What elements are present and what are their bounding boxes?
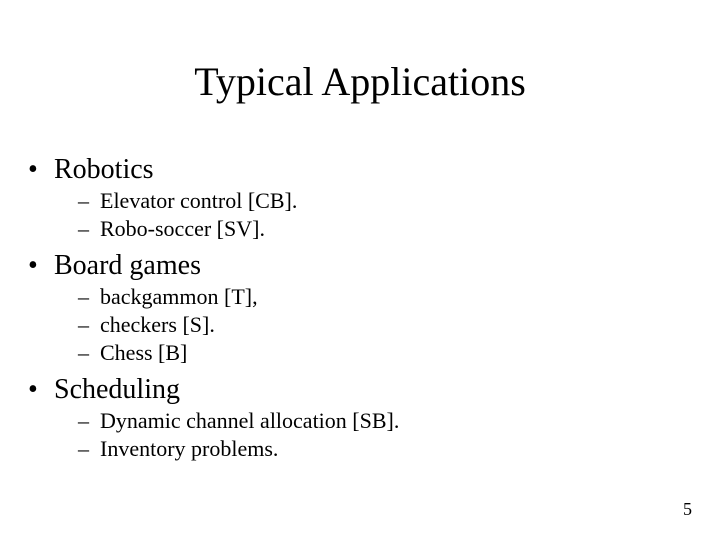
- bullet-level2-group: backgammon [T], checkers [S]. Chess [B]: [28, 284, 680, 366]
- bullet-text: Elevator control [CB].: [100, 188, 297, 213]
- bullet-level2: Dynamic channel allocation [SB].: [28, 408, 680, 434]
- bullet-level2-group: Elevator control [CB]. Robo-soccer [SV].: [28, 188, 680, 242]
- bullet-level2: Robo-soccer [SV].: [28, 216, 680, 242]
- bullet-level2: Inventory problems.: [28, 436, 680, 462]
- slide: Typical Applications Robotics Elevator c…: [0, 0, 720, 540]
- bullet-label: Robotics: [54, 154, 154, 185]
- bullet-text: Chess [B]: [100, 340, 187, 365]
- bullet-level2: backgammon [T],: [28, 284, 680, 310]
- bullet-level2: Elevator control [CB].: [28, 188, 680, 214]
- slide-title: Typical Applications: [0, 58, 720, 105]
- bullet-level2-group: Dynamic channel allocation [SB]. Invento…: [28, 408, 680, 462]
- bullet-text: backgammon [T],: [100, 284, 258, 309]
- bullet-level1: Robotics: [28, 154, 680, 186]
- bullet-level2: Chess [B]: [28, 340, 680, 366]
- page-number: 5: [683, 499, 692, 520]
- bullet-label: Board games: [54, 250, 201, 281]
- bullet-level1: Scheduling: [28, 374, 680, 406]
- bullet-level1: Board games: [28, 250, 680, 282]
- bullet-text: Robo-soccer [SV].: [100, 216, 265, 241]
- bullet-label: Scheduling: [54, 374, 180, 405]
- bullet-text: Dynamic channel allocation [SB].: [100, 408, 399, 433]
- slide-body: Robotics Elevator control [CB]. Robo-soc…: [28, 150, 680, 470]
- bullet-text: Inventory problems.: [100, 436, 278, 461]
- bullet-level2: checkers [S].: [28, 312, 680, 338]
- bullet-text: checkers [S].: [100, 312, 215, 337]
